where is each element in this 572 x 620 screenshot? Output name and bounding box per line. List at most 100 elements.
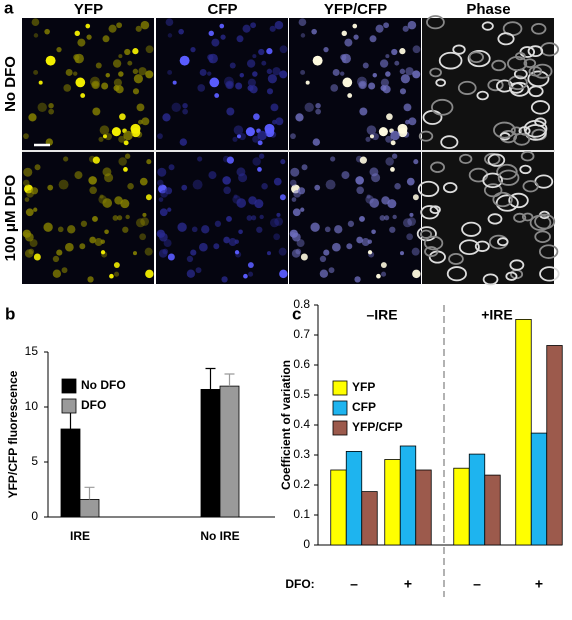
cell-spot <box>304 102 314 112</box>
cell-spot <box>74 171 83 180</box>
cell-spot <box>112 59 122 68</box>
cell-spot <box>369 35 377 43</box>
cell-spot <box>92 107 101 116</box>
image-background <box>289 152 421 284</box>
cell-outline <box>492 191 513 208</box>
cell-spot <box>266 251 272 256</box>
cell-spot <box>330 156 336 162</box>
cell-spot <box>75 77 86 88</box>
cell-spot <box>252 71 258 77</box>
cell-spot <box>30 187 39 195</box>
cell-spot <box>208 30 214 37</box>
cell-spot <box>61 267 68 274</box>
cell-spot <box>252 157 261 166</box>
cell-spot <box>290 133 296 140</box>
cell-spot <box>250 22 257 29</box>
cell-spot <box>56 249 63 256</box>
bar <box>515 318 532 546</box>
bar <box>546 345 563 546</box>
cell-spot <box>384 215 390 221</box>
cell-spot <box>369 134 375 139</box>
micrograph <box>22 18 154 150</box>
cell-spot <box>242 24 251 33</box>
cell-outline <box>482 273 499 286</box>
cell-spot <box>234 250 240 255</box>
cell-spot <box>385 135 393 143</box>
cell-spot <box>325 179 336 190</box>
cell-spot <box>394 60 400 66</box>
cell-spot <box>179 55 190 66</box>
cell-spot <box>291 249 301 258</box>
cell-spot <box>247 78 256 87</box>
cell-outline <box>495 194 519 212</box>
cell-spot <box>246 215 253 221</box>
cell-outline <box>534 213 556 230</box>
cell-spot <box>145 45 154 54</box>
cell-spot <box>266 68 273 75</box>
cell-spot <box>229 62 236 69</box>
cell-spot <box>182 108 189 115</box>
bar <box>399 445 417 546</box>
cell-spot <box>101 82 109 90</box>
y-tick-label: 5 <box>31 454 38 468</box>
cell-outline <box>459 153 473 165</box>
cell-outline <box>497 169 520 186</box>
cell-spot <box>311 28 317 35</box>
cell-spot <box>135 218 146 228</box>
cell-spot <box>259 214 264 220</box>
cell-outline <box>418 130 434 142</box>
cell-spot <box>24 249 34 258</box>
cell-spot <box>25 208 34 217</box>
cell-spot <box>238 173 248 183</box>
cell-spot <box>390 140 396 146</box>
cell-spot <box>279 194 286 201</box>
cell-spot <box>226 107 235 116</box>
cell-spot <box>270 103 279 112</box>
cell-spot <box>411 247 420 256</box>
cell-spot <box>399 48 406 55</box>
cell-spot <box>375 24 384 33</box>
cell-spot <box>297 187 306 195</box>
cell-outline <box>507 55 528 72</box>
cell-spot <box>340 71 345 76</box>
annotation: +IRE <box>481 307 513 323</box>
cell-outline <box>429 205 441 215</box>
y-tick-label: 0.7 <box>293 327 310 341</box>
cell-spot <box>296 239 305 248</box>
cell-spot <box>366 194 371 199</box>
cell-spot <box>247 262 254 269</box>
cell-spot <box>362 62 369 69</box>
cell-outline <box>446 266 467 282</box>
cell-spot <box>113 262 120 269</box>
cell-spot <box>369 198 380 208</box>
cell-spot <box>138 67 147 76</box>
cell-spot <box>211 38 220 47</box>
cell-spot <box>24 197 30 202</box>
cell-spot <box>378 127 388 137</box>
cell-spot <box>63 84 72 92</box>
cell-spot <box>385 157 394 166</box>
cell-spot <box>258 48 265 56</box>
cell-spot <box>280 159 286 165</box>
cell-spot <box>353 34 359 40</box>
cell-spot <box>136 103 145 112</box>
cell-spot <box>99 194 104 199</box>
cell-spot <box>186 269 196 278</box>
cell-spot <box>232 136 238 142</box>
cell-outline <box>457 80 477 95</box>
cell-spot <box>214 93 220 98</box>
cell-spot <box>254 199 264 209</box>
cell-spot <box>124 153 131 159</box>
cell-spot <box>191 226 198 233</box>
cell-outline <box>440 135 459 149</box>
cell-spot <box>172 80 177 85</box>
cell-spot <box>257 140 263 146</box>
cell-spot <box>367 239 373 244</box>
cell-spot <box>402 25 409 32</box>
legend-label: DFO <box>81 398 106 412</box>
cell-spot <box>74 30 80 37</box>
cell-spot <box>347 93 353 98</box>
cell-spot <box>228 238 237 247</box>
cell-outline <box>487 153 506 167</box>
cell-spot <box>45 55 56 66</box>
